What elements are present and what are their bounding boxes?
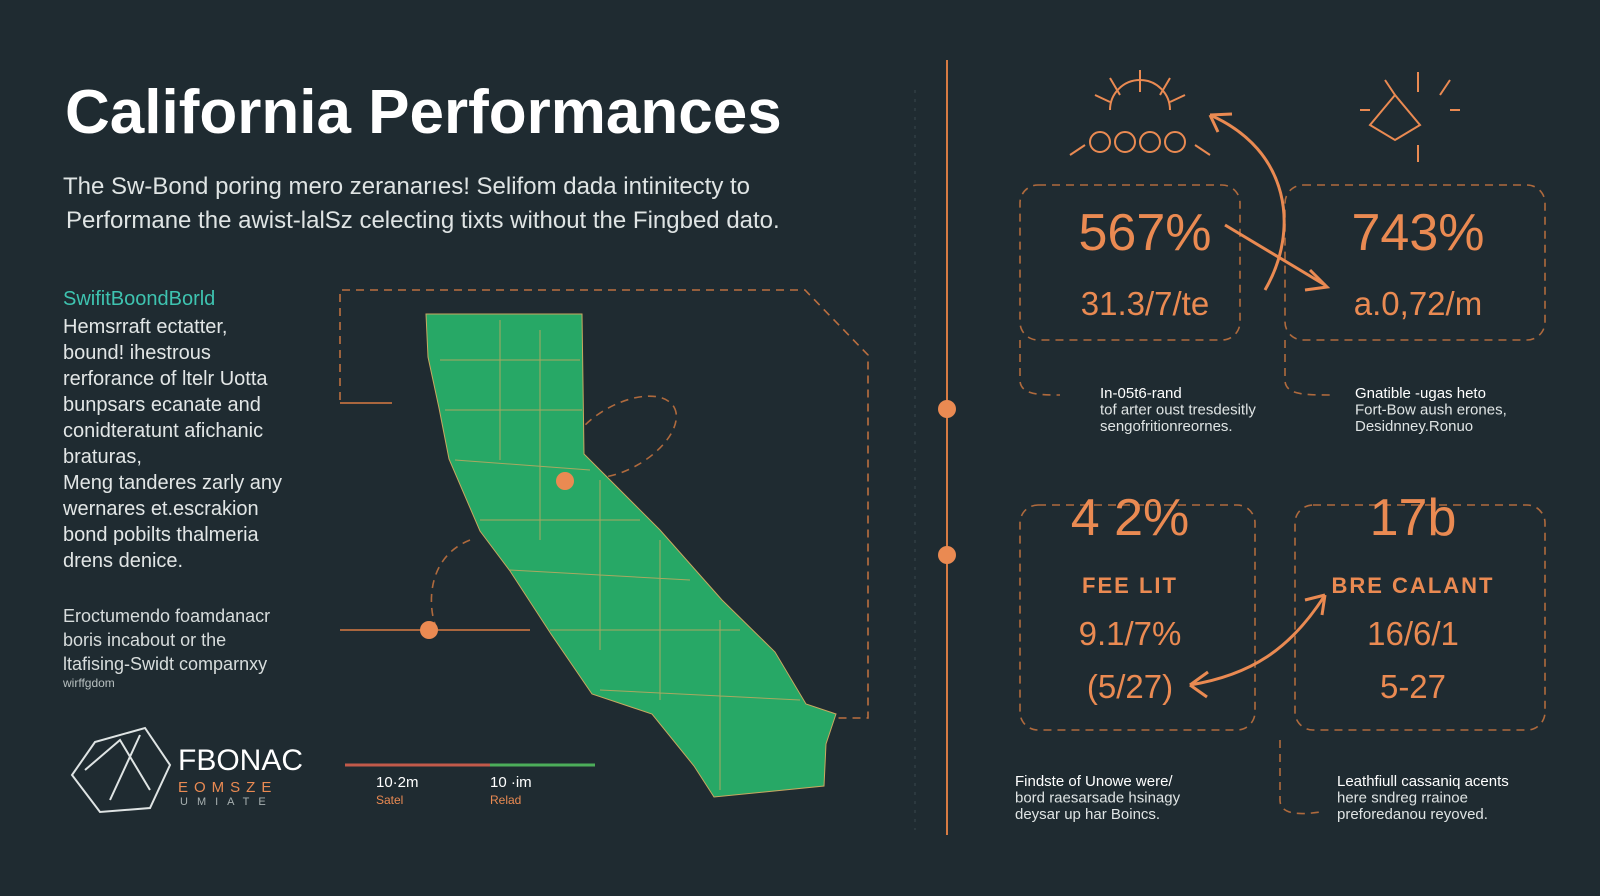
- sidebar-note-small: wirffgdom: [62, 676, 115, 690]
- stat-caption: preforedanou reyoved.: [1337, 806, 1488, 823]
- map-dot: [556, 472, 574, 490]
- stat-caption: In-05t6-rand: [1100, 385, 1182, 402]
- sidebar-line: drens denice.: [63, 550, 183, 572]
- stat-value: 4 2%: [1071, 489, 1190, 547]
- logo-mark: [70, 726, 172, 814]
- sidebar-line: bond pobilts thalmeria: [63, 524, 260, 546]
- sidebar-line: Hemsrraft ectatter,: [63, 316, 228, 338]
- icons: [1069, 70, 1460, 162]
- stat-caption: here sndreg rrainoe: [1337, 790, 1468, 807]
- stat-sub: 9.1/7%: [1079, 615, 1182, 652]
- sidebar-heading: SwifitBoondBorld: [63, 288, 215, 310]
- divider-dot: [938, 400, 956, 418]
- stat-sub: a.0,72/m: [1354, 285, 1482, 322]
- sidebar-line: conidteratunt afichanic: [63, 420, 263, 442]
- stat-caption: deysar up har Boincs.: [1015, 806, 1160, 823]
- sidebar-line: Meng tanderes zarly any: [63, 472, 282, 494]
- stat-heading: FEE LIT: [1082, 573, 1178, 598]
- stat-caption: bord raesarsade hsinagy: [1015, 790, 1181, 807]
- arrows: [1189, 112, 1331, 699]
- divider-dot: [938, 546, 956, 564]
- card-frames: [1019, 184, 1546, 815]
- sidebar-note: Eroctumendo foamdanacr: [63, 606, 270, 626]
- stat-extra: 5-27: [1380, 668, 1446, 705]
- sidebar-line: rerforance of ltelr Uotta: [63, 368, 268, 390]
- sidebar-note: ltafising-Swidt comparnxy: [63, 654, 267, 674]
- sidebar-line: bunpsars ecanate and: [63, 394, 261, 416]
- stat-caption: Leathfiull cassaniq acents: [1337, 773, 1509, 790]
- county-lines: [440, 320, 801, 790]
- sidebar-line: bound! ihestrous: [63, 342, 211, 364]
- map-dot: [420, 621, 438, 639]
- sidebar: SwifitBoondBorld Hemsrraft ectatter, boun…: [62, 288, 282, 690]
- stat-value: 743%: [1352, 204, 1485, 262]
- legend-label: Satel: [376, 793, 403, 807]
- logo-name: FBONAC: [178, 744, 303, 777]
- sidebar-line: braturas,: [63, 446, 142, 468]
- california-map: [425, 313, 837, 798]
- stat-caption: tof arter oust tresdesitly: [1100, 402, 1256, 419]
- subtitle: Performane the awist-lalSz celecting tix…: [66, 207, 780, 234]
- legend-label: Relad: [490, 793, 521, 807]
- sidebar-line: wernares et.escrakion: [62, 498, 259, 520]
- stat-value: 567%: [1079, 204, 1212, 262]
- stat-sub: 16/6/1: [1367, 615, 1459, 652]
- logo-tagline: EOMSZE: [178, 779, 277, 796]
- sidebar-note: boris incabout or the: [63, 630, 226, 650]
- subtitle: The Sw-Bond poring mero zeranarıes! Seli…: [63, 173, 750, 200]
- stat-caption: Findste of Unowe were/: [1015, 773, 1173, 790]
- stat-caption: Desidnney.Ronuo: [1355, 418, 1473, 435]
- title: California Performances: [65, 78, 782, 147]
- legend-value: 10·2m: [376, 774, 419, 791]
- legend-value: 10 ·im: [490, 774, 532, 791]
- stat-caption: Gnatible -ugas heto: [1355, 385, 1486, 402]
- stat-extra: (5/27): [1087, 668, 1173, 705]
- stat-caption: sengofritionreornes.: [1100, 418, 1233, 435]
- stat-heading: BRE CALANT: [1332, 573, 1495, 598]
- stat-value: 17b: [1370, 489, 1457, 547]
- logo-subtag: UMIATE: [180, 796, 275, 808]
- stat-sub: 31.3/7/te: [1081, 285, 1209, 322]
- stat-caption: Fort-Bow aush erones,: [1355, 402, 1507, 419]
